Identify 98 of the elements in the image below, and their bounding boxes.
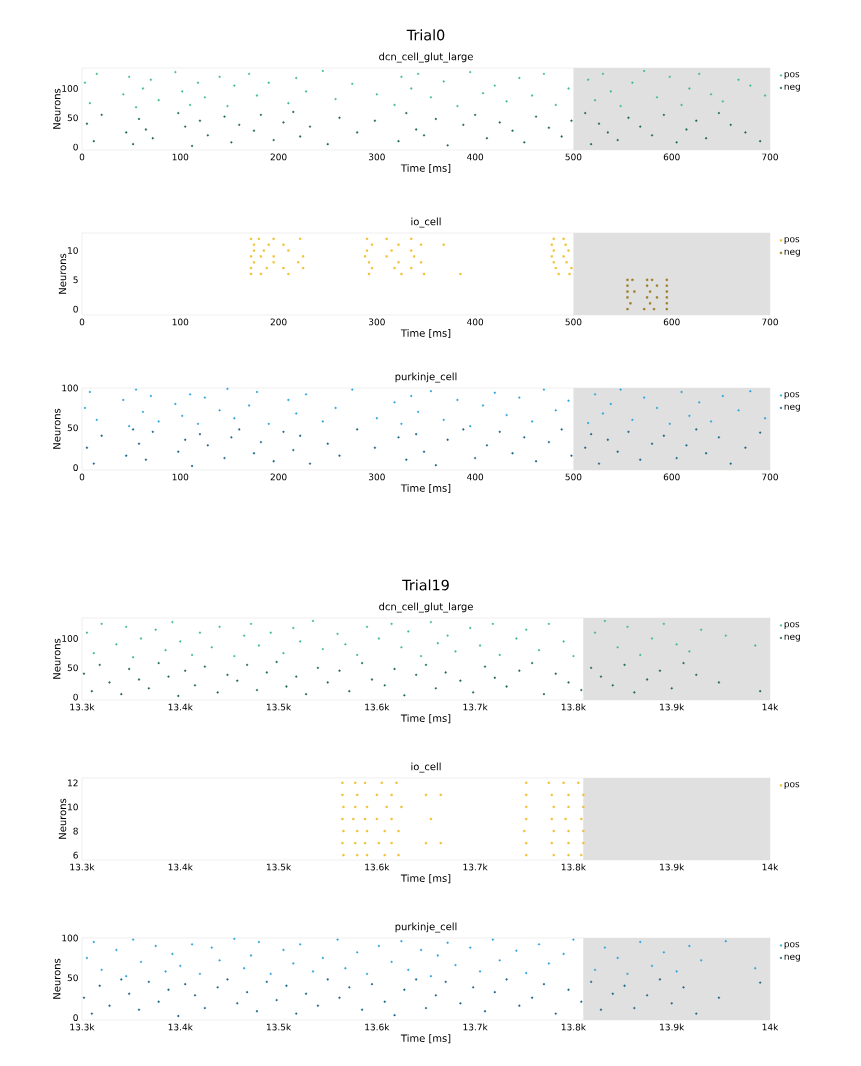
x-tick-label: 13.9k [660,703,685,711]
x-tick-label: 200 [270,153,287,161]
x-tick-label: 13.6k [365,703,390,711]
x-tick-label: 13.4k [168,863,193,871]
x-tick-label: 13.8k [561,703,586,711]
legend-label: pos [784,237,800,245]
x-tick-label: 400 [467,473,484,481]
legend-label: neg [784,404,800,412]
x-tick-label: 0 [79,318,85,326]
y-axis-title: Neurons [58,253,67,294]
y-tick-label: 10 [68,803,78,811]
x-tick-label: 14k [762,703,779,711]
x-tick-label: 13.4k [168,1023,193,1031]
y-axis-title: Neurons [53,638,61,679]
x-tick-label: 200 [270,473,287,481]
x-tick-label: 14k [762,863,779,871]
x-tick-label: 300 [368,318,385,326]
x-axis-title: Time [ms] [400,164,451,174]
x-tick-label: 13.3k [70,863,95,871]
x-tick-label: 500 [565,153,582,161]
y-tick-label: 12 [68,779,78,787]
y-tick-label: 8 [73,827,78,835]
y-tick-label: 100 [62,85,78,92]
y-axis-title: Neurons [53,958,61,999]
x-tick-label: 700 [762,153,778,161]
x-axis-title: Time [ms] [400,714,451,724]
x-tick-label: 13.5k [266,1023,292,1031]
chart-title: Trial19 [402,579,449,591]
y-tick-label: 6 [73,851,78,859]
legend-label: pos [784,782,800,790]
y-tick-label: 100 [62,934,78,942]
y-tick-label: 0 [73,143,78,151]
x-tick-label: 400 [467,318,484,326]
y-tick-label: 50 [67,664,78,672]
x-tick-label: 700 [762,473,778,481]
x-tick-label: 700 [762,318,778,326]
x-tick-label: 400 [467,153,484,161]
x-tick-label: 13.5k [266,863,292,871]
x-tick-label: 600 [663,153,680,161]
y-tick-label: 100 [62,635,78,642]
y-tick-label: 100 [62,384,78,392]
chart-title: purkinje_cell [395,922,457,933]
y-tick-label: 0 [73,693,78,701]
y-tick-label: 0 [73,1014,78,1021]
y-axis-title: Neurons [53,408,61,449]
legend-label: pos [784,72,800,80]
y-tick-label: 0 [73,305,78,313]
chart-subtitle: dcn_cell_glut_large [379,602,473,613]
x-tick-label: 500 [565,473,582,481]
y-tick-label: 50 [67,974,78,982]
legend-label: pos [784,392,800,400]
x-axis-title: Time [ms] [400,1034,451,1044]
legend-label: pos [784,622,800,630]
x-tick-label: 13.4k [168,703,193,711]
chart-title: Trial0 [406,29,445,41]
x-tick-label: 100 [172,153,189,161]
y-tick-label: 0 [73,464,78,471]
x-tick-label: 0 [79,473,85,481]
x-tick-label: 600 [663,473,680,481]
y-tick-label: 50 [67,114,78,122]
x-tick-label: 500 [565,318,582,326]
x-tick-label: 13.9k [660,863,685,871]
x-tick-label: 13.6k [365,1023,390,1031]
x-tick-label: 13.7k [463,703,488,711]
chart-title: io_cell [411,217,441,228]
y-axis-title: Neurons [58,798,67,839]
x-tick-label: 13.7k [463,1023,488,1031]
legend-label: neg [784,84,800,92]
x-tick-label: 13.6k [365,863,390,871]
x-tick-label: 13.3k [70,703,95,711]
x-tick-label: 13.8k [561,863,586,871]
y-tick-label: 50 [67,424,78,432]
x-tick-label: 100 [172,473,189,481]
legend-label: pos [784,942,800,950]
x-tick-label: 14k [762,1023,779,1031]
x-tick-label: 300 [368,473,385,481]
x-tick-label: 13.8k [561,1023,586,1031]
x-tick-label: 600 [663,318,680,326]
legend-label: neg [784,634,800,642]
x-tick-label: 13.7k [463,863,488,871]
x-tick-label: 13.5k [266,703,292,711]
legend-label: neg [784,954,800,962]
legend-label: neg [784,249,800,257]
x-tick-label: 200 [270,318,287,326]
x-tick-label: 13.3k [70,1023,95,1031]
x-tick-label: 0 [79,153,85,161]
x-tick-label: 300 [368,153,385,161]
y-tick-label: 5 [73,276,78,284]
chart-title: io_cell [411,762,441,773]
y-axis-title: Neurons [53,88,61,129]
y-tick-label: 10 [68,247,78,254]
x-tick-label: 13.9k [660,1023,685,1031]
x-axis-title: Time [ms] [400,874,451,884]
x-tick-label: 100 [172,318,189,326]
chart-subtitle: dcn_cell_glut_large [379,52,473,63]
chart-title: purkinje_cell [395,372,457,383]
x-axis-title: Time [ms] [400,484,451,494]
x-axis-title: Time [ms] [400,329,451,339]
